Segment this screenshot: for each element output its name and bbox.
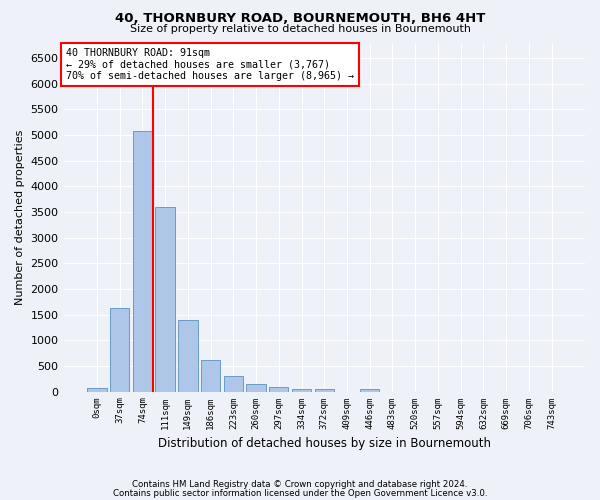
Bar: [314, 389, 334, 392]
Bar: [201, 360, 220, 392]
Text: 40 THORNBURY ROAD: 91sqm
← 29% of detached houses are smaller (3,767)
70% of sem: 40 THORNBURY ROAD: 91sqm ← 29% of detach…: [66, 48, 354, 81]
Text: Contains public sector information licensed under the Open Government Licence v3: Contains public sector information licen…: [113, 488, 487, 498]
Bar: [269, 387, 289, 392]
Bar: [110, 308, 130, 392]
Bar: [292, 388, 311, 392]
Bar: [133, 131, 152, 392]
Text: Size of property relative to detached houses in Bournemouth: Size of property relative to detached ho…: [130, 24, 470, 34]
Bar: [87, 388, 107, 392]
Bar: [247, 384, 266, 392]
Bar: [224, 376, 243, 392]
X-axis label: Distribution of detached houses by size in Bournemouth: Distribution of detached houses by size …: [158, 437, 491, 450]
Bar: [155, 207, 175, 392]
Y-axis label: Number of detached properties: Number of detached properties: [15, 130, 25, 304]
Bar: [178, 320, 197, 392]
Bar: [360, 388, 379, 392]
Text: 40, THORNBURY ROAD, BOURNEMOUTH, BH6 4HT: 40, THORNBURY ROAD, BOURNEMOUTH, BH6 4HT: [115, 12, 485, 26]
Text: Contains HM Land Registry data © Crown copyright and database right 2024.: Contains HM Land Registry data © Crown c…: [132, 480, 468, 489]
